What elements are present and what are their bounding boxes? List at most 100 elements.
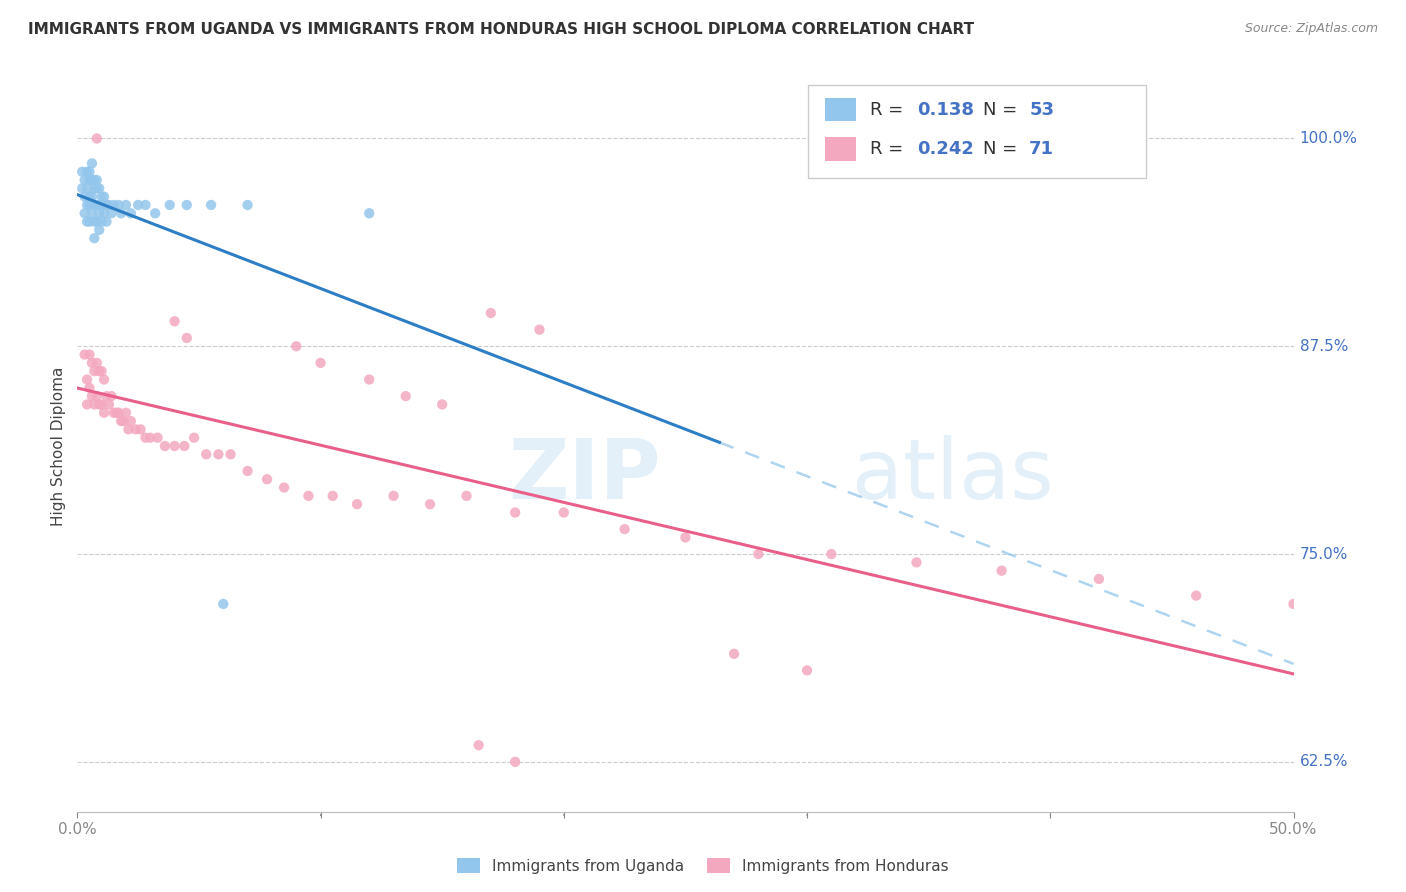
Point (159, 198, 181, 212)
Point (79, 164, 101, 178)
Point (723, 647, 745, 661)
Point (127, 198, 149, 212)
Point (134, 198, 156, 212)
Point (73, 173, 96, 187)
Point (96, 198, 118, 212)
Point (256, 472, 278, 486)
Point (346, 497, 368, 511)
Point (80, 389, 103, 403)
Point (139, 431, 162, 445)
Point (212, 597, 235, 611)
Point (219, 447, 242, 461)
Text: 75.0%: 75.0% (1299, 547, 1348, 562)
Point (115, 406, 138, 420)
Text: 71: 71 (1029, 140, 1054, 158)
Point (456, 489, 478, 503)
Point (1088, 572, 1111, 586)
Point (110, 206, 132, 220)
Point (103, 406, 125, 420)
Point (83, 198, 105, 212)
Text: R =: R = (870, 140, 910, 158)
Point (110, 414, 132, 428)
Point (80, 156, 103, 170)
Point (89, 397, 111, 411)
Point (76, 181, 98, 195)
Point (79, 173, 101, 187)
Point (103, 198, 125, 212)
Point (105, 406, 128, 420)
Point (96, 198, 118, 212)
Point (100, 389, 122, 403)
Point (115, 198, 138, 212)
Point (86, 181, 108, 195)
Point (73, 189, 96, 203)
Point (93, 406, 115, 420)
Point (107, 198, 129, 212)
Point (86, 131, 108, 145)
Point (382, 489, 405, 503)
Point (359, 206, 381, 220)
Point (86, 389, 108, 403)
Point (529, 323, 551, 337)
Point (90, 214, 112, 228)
Point (285, 339, 308, 353)
Point (80, 173, 103, 187)
Point (76, 164, 98, 178)
Text: 0.138: 0.138 (917, 101, 974, 119)
Text: ZIP: ZIP (509, 434, 661, 516)
Point (79, 214, 101, 228)
Point (96, 389, 118, 403)
Point (183, 431, 205, 445)
Point (112, 414, 135, 428)
Point (297, 489, 319, 503)
Point (163, 314, 186, 328)
Point (76, 214, 98, 228)
Point (153, 439, 176, 453)
Point (100, 206, 122, 220)
Point (73, 347, 96, 362)
Text: N =: N = (983, 101, 1022, 119)
Point (83, 231, 105, 245)
Point (207, 447, 229, 461)
Point (236, 198, 259, 212)
Text: 62.5%: 62.5% (1299, 755, 1348, 769)
Point (80, 206, 103, 220)
Point (86, 214, 108, 228)
Point (467, 738, 489, 752)
Point (117, 422, 139, 436)
Text: R =: R = (870, 101, 910, 119)
Point (503, 506, 526, 520)
Point (79, 381, 101, 395)
Point (236, 464, 259, 478)
Point (73, 206, 96, 220)
Point (89, 181, 111, 195)
Point (479, 306, 502, 320)
Point (89, 198, 111, 212)
Point (905, 555, 928, 569)
Text: 0.242: 0.242 (917, 140, 973, 158)
Point (83, 397, 105, 411)
Text: 100.0%: 100.0% (1299, 131, 1358, 146)
Point (80, 356, 103, 370)
Point (200, 198, 222, 212)
Point (309, 356, 332, 370)
Point (322, 489, 344, 503)
Point (173, 439, 195, 453)
Text: Source: ZipAtlas.com: Source: ZipAtlas.com (1244, 22, 1378, 36)
Point (176, 331, 198, 345)
Point (430, 397, 453, 411)
Point (93, 189, 115, 203)
Point (70, 164, 93, 178)
Point (89, 223, 111, 237)
Point (796, 664, 818, 678)
Point (990, 564, 1012, 578)
Point (83, 364, 105, 378)
Text: N =: N = (983, 140, 1022, 158)
Point (86, 356, 108, 370)
Point (553, 506, 575, 520)
Point (125, 422, 148, 436)
Point (90, 397, 112, 411)
Point (79, 198, 101, 212)
Point (86, 198, 108, 212)
Point (395, 389, 418, 403)
